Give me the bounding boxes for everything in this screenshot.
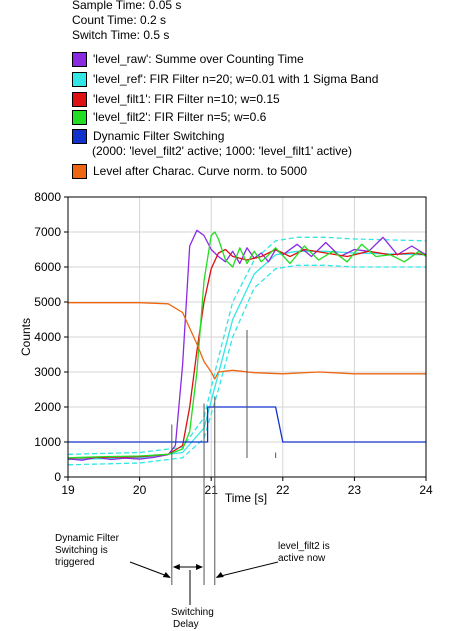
x-tick-label: 22 [276,483,290,497]
y-tick-label: 4000 [34,330,61,344]
x-tick-label: 24 [419,483,433,497]
series-line [68,302,426,380]
legend-label: 'level_raw': Summe over Counting Time [93,52,304,66]
count-time-text: Count Time: 0.2 s [72,13,167,27]
annotation-line: Switching [171,607,214,618]
annotation-line: triggered [55,557,95,568]
switch-time-text: Switch Time: 0.5 s [72,28,170,42]
legend-item-level-filt1: 'level_filt1': FIR Filter n=10; w=0.15 [72,91,280,107]
legend-item-filter-switching: Dynamic Filter Switching [72,128,224,144]
legend-label: 'level_filt1': FIR Filter n=10; w=0.15 [93,92,280,106]
leader-arrowhead [215,572,224,578]
legend-item-charac-curve: Level after Charac. Curve norm. to 5000 [72,163,307,179]
series-line [67,231,427,459]
y-tick-label: 1000 [34,435,61,449]
legend-label: 'level_filt2': FIR Filter n=5; w=0.6 [93,110,267,124]
x-tick-label: 19 [61,483,75,497]
legend-item-level-filt2: 'level_filt2': FIR Filter n=5; w=0.6 [72,109,266,125]
series-line [67,264,426,466]
x-tick-label: 21 [205,483,219,497]
y-tick-label: 3000 [34,365,61,379]
legend-swatch [72,71,87,87]
legend-swatch [72,163,87,179]
series-line [67,236,427,455]
legend-swatch [72,109,87,125]
legend-label: Dynamic Filter Switching [93,129,225,143]
legend-swatch [72,91,87,107]
annotation-line: active now [278,553,326,564]
y-tick-label: 0 [54,470,61,484]
annotation-line: level_filt2 is [278,541,330,552]
legend-sublabel: (2000: 'level_filt2' active; 1000: 'leve… [92,144,352,158]
legend-swatch [72,128,87,144]
series-line [68,406,426,443]
legend-label: Level after Charac. Curve norm. to 5000 [93,164,308,178]
delay-arrowhead [196,564,204,570]
annotation-triggered: Dynamic Filter Switching is triggered [55,533,119,569]
y-tick-label: 7000 [34,225,61,239]
legend-label: 'level_ref': FIR Filter n=20; w=0.01 wit… [93,72,379,86]
leader-line-triggered [129,561,170,578]
annotation-line: Switching is [55,545,108,556]
y-tick-label: 8000 [34,190,61,204]
sample-time-text: Sample Time: 0.05 s [72,0,182,12]
x-axis-label: Time [s] [225,491,267,505]
annotation-active: level_filt2 is active now [278,541,330,565]
leader-line-active [216,561,279,578]
legend-item-level-ref: 'level_ref': FIR Filter n=20; w=0.01 wit… [72,71,378,87]
annotation-line: Delay [173,619,199,630]
y-tick-label: 2000 [34,400,61,414]
y-axis-label: Counts [19,318,33,356]
y-tick-label: 5000 [34,295,61,309]
annotation-delay: Switching Delay [171,607,214,631]
series-line [67,250,427,461]
leader-arrowhead [162,572,171,578]
legend-item-level-raw: 'level_raw': Summe over Counting Time [72,51,304,67]
legend-swatch [72,51,87,67]
x-tick-label: 23 [348,483,362,497]
delay-arrowhead [172,564,180,570]
y-tick-label: 6000 [34,260,61,274]
annotation-line: Dynamic Filter [55,533,119,544]
series-line [67,248,427,459]
x-tick-label: 20 [133,483,147,497]
